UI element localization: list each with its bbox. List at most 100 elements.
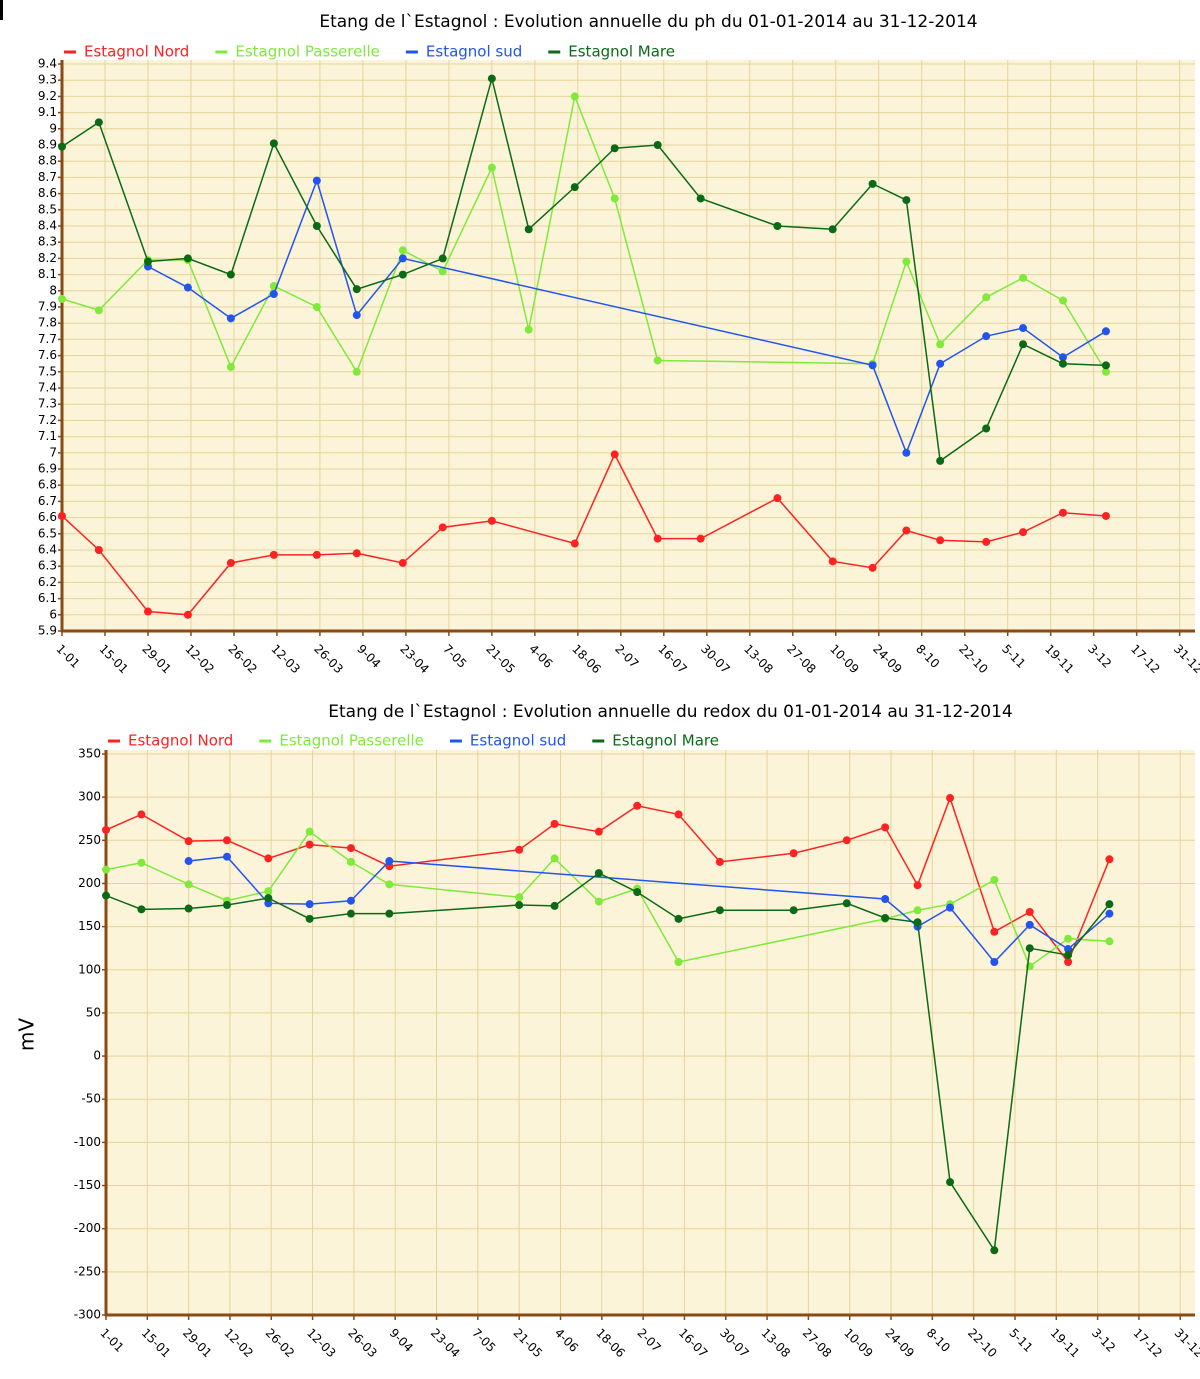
y-tick-label: 200	[78, 876, 101, 890]
data-point	[570, 539, 579, 548]
data-point	[936, 456, 945, 465]
data-point	[902, 257, 911, 266]
data-point	[1058, 353, 1067, 362]
data-point	[715, 857, 724, 866]
data-point	[264, 887, 273, 896]
data-point	[94, 306, 103, 315]
data-point	[398, 254, 407, 263]
x-tick-label: 24-09	[870, 642, 905, 677]
data-point	[982, 537, 991, 546]
data-point	[398, 558, 407, 567]
data-point	[570, 183, 579, 192]
data-point	[1101, 327, 1110, 336]
data-point	[226, 314, 235, 323]
data-point	[1064, 958, 1073, 967]
data-point	[184, 880, 193, 889]
data-point	[269, 550, 278, 559]
data-point	[881, 894, 890, 903]
data-point	[1064, 934, 1073, 943]
y-tick-label: 9.2	[38, 89, 57, 103]
data-point	[881, 823, 890, 832]
series-line	[61, 93, 1107, 374]
x-tick-label: 1-01	[53, 642, 82, 671]
data-point	[633, 888, 642, 897]
data-point	[913, 881, 922, 890]
y-tick-label: 7.3	[38, 397, 57, 411]
data-point	[550, 901, 559, 910]
data-point	[1019, 324, 1028, 333]
data-point	[184, 904, 193, 913]
x-tick-label: 8-10	[913, 642, 942, 671]
x-tick-label: 16-07	[655, 642, 690, 677]
data-point	[58, 511, 66, 520]
x-tick-label: 9-04	[387, 1326, 416, 1355]
x-tick-label: 30-07	[717, 1326, 752, 1361]
data-point	[524, 325, 533, 334]
x-tick-label: 4-06	[552, 1326, 581, 1355]
data-point	[102, 865, 110, 874]
x-tick-label: 13-08	[741, 642, 776, 677]
x-tick-label: 26-03	[345, 1326, 380, 1361]
data-point	[515, 845, 524, 854]
x-tick-label: 17-12	[1128, 642, 1163, 677]
data-point	[936, 340, 945, 349]
y-tick-label: 350	[78, 747, 101, 761]
data-point	[305, 900, 314, 909]
data-point	[305, 914, 314, 923]
y-tick-label: 6.9	[38, 462, 57, 476]
data-point	[696, 194, 705, 203]
data-point	[264, 894, 273, 903]
x-tick-label: 21-05	[511, 1326, 546, 1361]
data-point	[715, 906, 724, 915]
data-point	[828, 557, 837, 566]
x-tick-label: 23-04	[397, 642, 432, 677]
data-point	[312, 222, 321, 230]
x-tick-label: 23-04	[428, 1326, 463, 1361]
frame-edge	[0, 0, 3, 20]
x-tick-label: 1-01	[97, 1326, 126, 1355]
y-tick-label: 7.5	[38, 364, 57, 378]
x-tick-label: 3-12	[1089, 1326, 1118, 1355]
data-point	[137, 810, 146, 819]
y-tick-label: 9	[49, 121, 57, 135]
data-point	[594, 827, 603, 836]
data-point	[487, 163, 496, 172]
legend-label: Estagnol Passerelle	[235, 43, 380, 61]
data-point	[868, 563, 877, 572]
data-point	[1064, 945, 1073, 954]
x-tick-label: 18-06	[593, 1326, 628, 1361]
data-point	[990, 958, 999, 967]
data-point	[1101, 361, 1110, 370]
data-point	[515, 893, 524, 902]
y-tick-label: 8.9	[38, 138, 57, 152]
x-tick-label: 22-10	[965, 1326, 1000, 1361]
y-tick-label: -300	[74, 1308, 101, 1322]
data-point	[990, 876, 999, 885]
data-point	[902, 448, 911, 457]
x-tick-label: 12-02	[221, 1326, 256, 1361]
data-point	[346, 844, 355, 853]
y-tick-label: -250	[74, 1264, 101, 1278]
legend-label: Estagnol Mare	[612, 732, 719, 750]
data-point	[696, 534, 705, 543]
y-tick-label: -100	[74, 1135, 101, 1149]
data-point	[902, 526, 911, 535]
data-point	[143, 257, 152, 266]
data-point	[226, 270, 235, 279]
data-point	[653, 356, 662, 365]
data-point	[1105, 909, 1114, 918]
data-point	[269, 290, 278, 299]
data-point	[1025, 944, 1034, 953]
x-tick-label: 24-09	[882, 1326, 917, 1361]
x-tick-label: 27-08	[800, 1326, 835, 1361]
data-point	[346, 896, 355, 905]
x-tick-label: 7-05	[469, 1326, 498, 1355]
data-point	[385, 880, 394, 889]
data-point	[610, 194, 619, 203]
data-point	[524, 225, 533, 234]
data-point	[94, 546, 103, 554]
y-tick-label: 8.2	[38, 251, 57, 265]
data-point	[398, 270, 407, 279]
legend-label: Estagnol Nord	[128, 732, 233, 750]
x-tick-label: 19-11	[1042, 642, 1077, 677]
